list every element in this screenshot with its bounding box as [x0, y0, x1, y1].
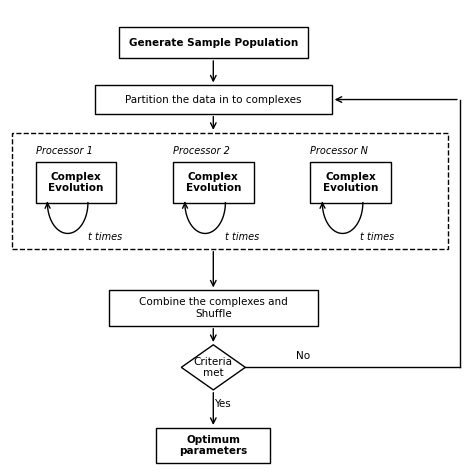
Text: Criteria
met: Criteria met [194, 356, 233, 378]
Text: Processor 2: Processor 2 [173, 146, 230, 156]
FancyBboxPatch shape [36, 163, 116, 203]
Polygon shape [181, 345, 246, 390]
Text: Complex
Evolution: Complex Evolution [48, 172, 103, 193]
Text: Complex
Evolution: Complex Evolution [323, 172, 378, 193]
Text: No: No [296, 351, 310, 362]
FancyBboxPatch shape [310, 163, 391, 203]
Text: Yes: Yes [214, 399, 231, 409]
Text: Optimum
parameters: Optimum parameters [179, 435, 247, 456]
Text: Generate Sample Population: Generate Sample Population [128, 37, 298, 48]
Text: Combine the complexes and
Shuffle: Combine the complexes and Shuffle [139, 297, 288, 319]
Text: Partition the data in to complexes: Partition the data in to complexes [125, 94, 301, 105]
Text: t times: t times [88, 232, 122, 242]
Text: Complex
Evolution: Complex Evolution [186, 172, 241, 193]
Text: t times: t times [225, 232, 259, 242]
Text: Processor N: Processor N [310, 146, 368, 156]
FancyBboxPatch shape [109, 290, 318, 326]
FancyBboxPatch shape [156, 428, 270, 464]
Text: t times: t times [360, 232, 394, 242]
FancyBboxPatch shape [173, 163, 254, 203]
FancyBboxPatch shape [118, 27, 308, 58]
FancyBboxPatch shape [95, 85, 332, 114]
Text: Processor 1: Processor 1 [36, 146, 92, 156]
